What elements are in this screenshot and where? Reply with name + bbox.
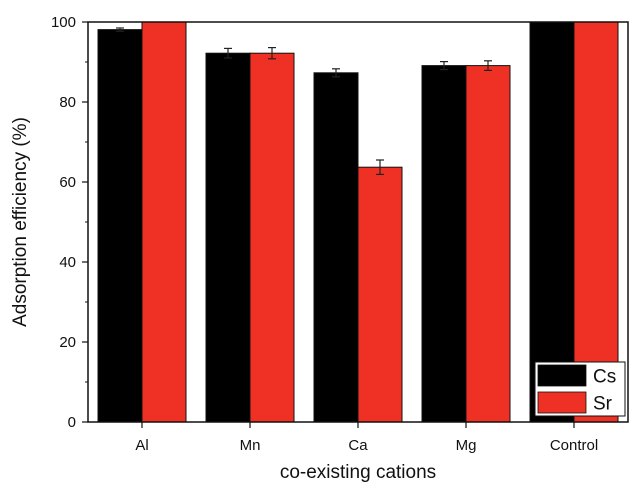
legend-label-cs: Cs xyxy=(593,367,616,388)
bar-cs-mg xyxy=(421,65,467,423)
legend-label-sr: Sr xyxy=(593,394,613,415)
x-axis-ticks: Al Mn Ca Mg Control xyxy=(135,422,598,454)
errorbar-sr-ca xyxy=(376,159,384,175)
errorbar-cs-mn xyxy=(224,47,232,59)
x-tick-label: Mg xyxy=(456,437,477,454)
bar-sr-mn xyxy=(249,52,295,423)
errorbar-cs-ca xyxy=(332,68,340,78)
legend-swatch-sr xyxy=(537,391,587,414)
errorbar-sr-mg xyxy=(484,60,492,72)
bar-sr-ca xyxy=(357,166,403,423)
errorbars-layer xyxy=(116,27,492,175)
legend-swatch-cs xyxy=(537,364,587,387)
x-tick-label: Ca xyxy=(348,437,368,454)
y-tick-label: 0 xyxy=(68,414,76,431)
errorbar-cs-mg xyxy=(440,60,448,71)
y-tick-label: 80 xyxy=(59,94,76,111)
y-tick-label: 60 xyxy=(59,174,76,191)
y-axis-title: Adsorption efficiency (%) xyxy=(10,117,31,327)
legend: Cs Sr xyxy=(534,361,626,417)
bar-sr-control xyxy=(573,21,619,423)
errorbar-cs-al xyxy=(116,27,124,32)
bar-cs-ca xyxy=(313,72,359,423)
bars-layer xyxy=(97,21,619,423)
bar-cs-al xyxy=(97,29,143,423)
bar-sr-al xyxy=(141,21,187,423)
y-axis-ticks: 0 20 40 60 80 100 xyxy=(51,14,88,431)
errorbar-sr-mn xyxy=(268,46,276,60)
x-axis-title: co-existing cations xyxy=(280,462,436,483)
bar-sr-mg xyxy=(465,65,511,423)
y-tick-label: 100 xyxy=(51,14,76,31)
y-tick-label: 40 xyxy=(59,254,76,271)
x-tick-label: Al xyxy=(135,437,148,454)
y-tick-label: 20 xyxy=(59,334,76,351)
x-tick-label: Mn xyxy=(240,437,261,454)
x-tick-label: Control xyxy=(550,437,598,454)
bar-cs-mn xyxy=(205,52,251,423)
